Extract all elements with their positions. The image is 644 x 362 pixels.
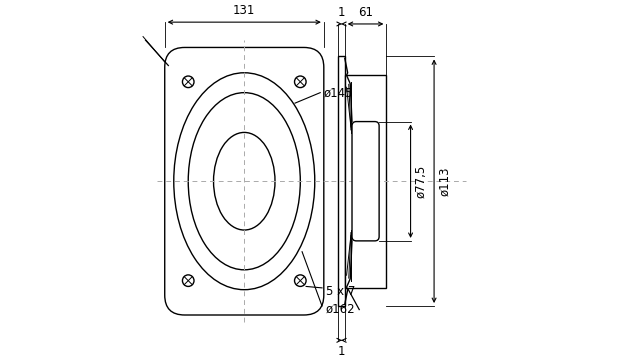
Text: 1: 1 — [337, 345, 345, 358]
Circle shape — [294, 275, 306, 286]
Text: ø162: ø162 — [326, 303, 355, 316]
Text: 1: 1 — [337, 6, 345, 19]
Text: 5 x 7: 5 x 7 — [326, 285, 355, 298]
FancyBboxPatch shape — [352, 122, 379, 241]
Bar — [338, 56, 345, 306]
Circle shape — [294, 76, 306, 88]
Text: ø77,5: ø77,5 — [415, 165, 428, 198]
Circle shape — [182, 76, 194, 88]
Text: ø113: ø113 — [439, 167, 451, 196]
Text: ø145: ø145 — [324, 86, 354, 99]
Bar — [345, 75, 386, 288]
Text: 61: 61 — [358, 6, 373, 19]
Text: 131: 131 — [233, 4, 256, 17]
Circle shape — [182, 275, 194, 286]
